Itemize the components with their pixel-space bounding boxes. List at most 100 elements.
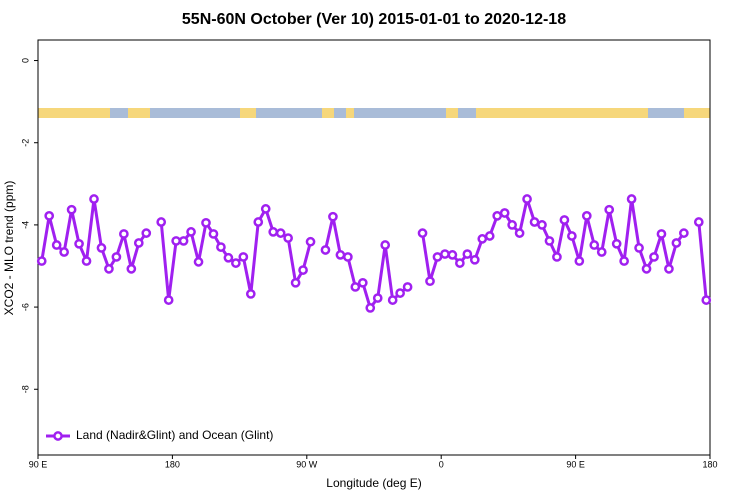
data-point [231,258,241,268]
data-point [372,293,383,303]
data-point [634,243,644,253]
x-tick-label: 180 [702,459,717,469]
data-point [275,228,286,238]
data-point [432,252,443,262]
data-point [133,238,144,248]
data-point [522,194,532,204]
data-point [156,217,167,227]
data-point [186,227,196,237]
data-point [74,238,84,249]
data-point [544,236,555,246]
data-point [649,252,659,262]
data-point [268,227,279,237]
data-point [81,256,92,266]
data-point [283,233,293,243]
land-band [346,108,354,118]
data-point [245,289,256,299]
data-point [417,228,428,238]
data-point [357,277,368,288]
data-point [66,204,77,215]
data-point [320,245,331,255]
data-point [455,258,465,268]
y-tick-label: -4 [20,221,30,229]
data-point [440,249,450,259]
land-band [38,108,110,118]
data-point [656,229,667,239]
x-tick-label: 180 [165,459,180,469]
data-point [559,215,570,225]
data-point [119,229,129,239]
data-point [679,228,689,238]
data-point [238,252,249,262]
data-point [425,276,435,287]
data-point [567,231,577,241]
data-point [223,252,234,263]
data-point [193,257,204,267]
land-band [684,108,710,118]
data-point [507,220,517,230]
data-point [395,288,405,298]
data-point [96,243,107,253]
data-point [581,211,592,221]
data-point [469,254,480,265]
chart-title: 55N-60N October (Ver 10) 2015-01-01 to 2… [182,11,566,28]
data-point [171,236,181,246]
data-point [492,211,503,221]
data-point [514,228,525,238]
x-tick-label: 0 [439,459,444,469]
data-point [89,194,99,204]
data-point [350,282,361,292]
data-point [253,217,264,227]
data-point [484,231,495,241]
land-band [240,108,256,118]
plot-frame [37,39,711,456]
data-point [36,256,47,266]
data-point [641,264,652,274]
data-point [51,240,62,250]
data-point [693,217,704,227]
data-point [387,295,398,305]
x-axis-label: Longitude (deg E) [326,476,421,490]
data-point [626,194,637,204]
ocean-band [38,108,710,118]
data-point [178,236,189,246]
data-point [163,295,174,305]
data-point [701,295,712,305]
data-point [529,217,540,227]
y-tick-label: -2 [20,139,30,147]
x-tick-label: 90 W [296,459,318,469]
legend-label: Land (Nadir&Glint) and Ocean (Glint) [76,428,273,442]
land-band [446,108,458,118]
legend-marker [53,431,63,441]
y-tick-label: -8 [20,385,30,393]
data-point [104,264,114,274]
data-point [298,265,308,275]
data-point [447,250,458,260]
y-tick-label: -6 [20,303,30,311]
land-ocean-band [38,108,710,118]
data-point [59,247,69,257]
data-point [596,247,607,257]
data-point [216,242,226,252]
data-point [111,252,122,262]
data-point [305,236,316,247]
data-point [604,204,615,215]
x-tick-label: 90 E [566,459,585,469]
data-point [664,264,674,274]
data-point [343,252,353,262]
y-axis-label: XCO2 - MLO trend (ppm) [2,181,16,316]
data-point [462,249,473,259]
data-point [365,303,376,313]
x-tick-label: 90 E [29,459,48,469]
data-point [335,250,346,260]
data-point [537,220,547,230]
land-band [128,108,150,118]
data-point [208,229,219,239]
data-point [44,211,55,221]
data-point [477,234,488,244]
data-point [589,240,600,250]
data-point [499,208,510,218]
data-point [126,264,137,274]
data-point [619,256,629,266]
